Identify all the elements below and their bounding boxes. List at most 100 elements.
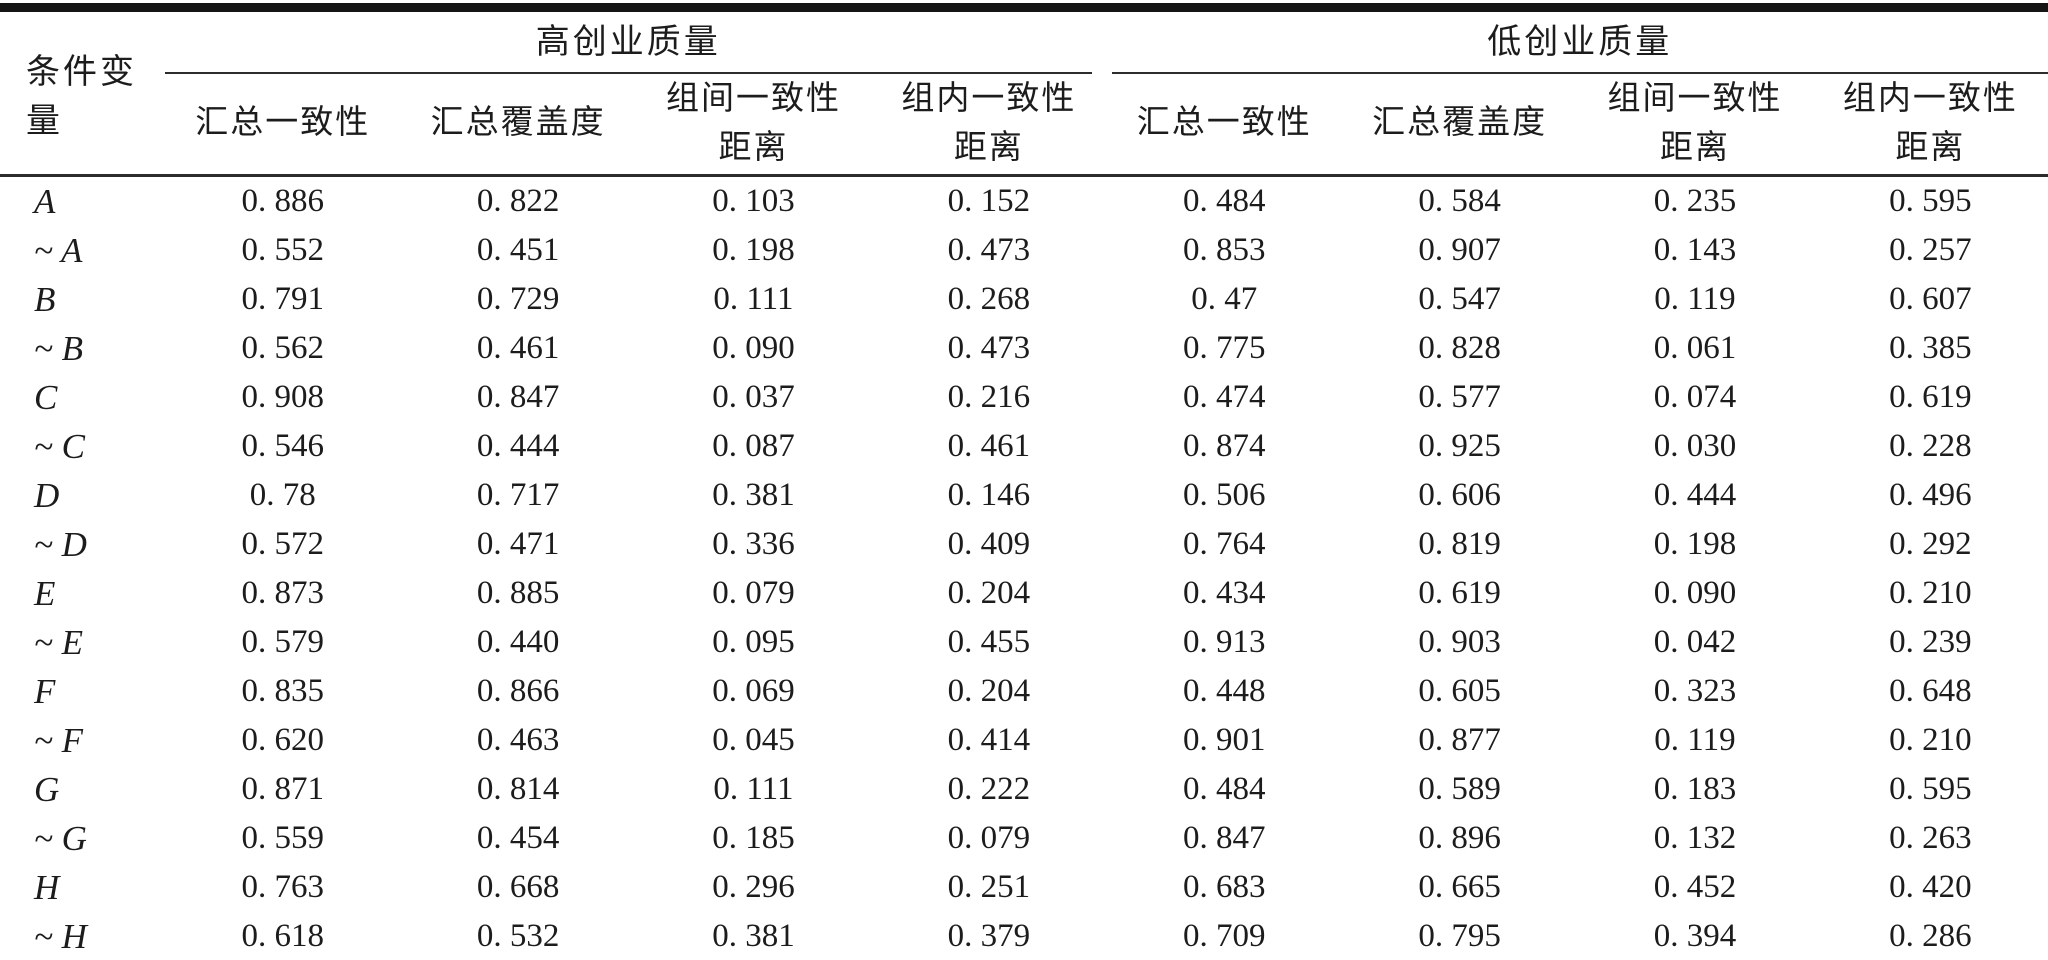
subheader-low-within-distance: 组内一致性 距离 [1812, 74, 2048, 177]
value-cell: 0. 552 [241, 232, 324, 268]
value-cell: 0. 103 [712, 183, 795, 219]
value-cell: 0. 775 [1182, 330, 1266, 366]
value-cell: 0. 228 [1889, 428, 1972, 464]
row-label: E [34, 573, 56, 613]
value-cell: 0. 925 [1418, 428, 1501, 464]
value-cell: 0. 620 [241, 722, 324, 758]
row-label: ~ A [34, 230, 83, 270]
value-cell: 0. 665 [1418, 869, 1501, 905]
value-cell: 0. 061 [1653, 330, 1737, 366]
value-cell: 0. 903 [1418, 624, 1501, 660]
value-cell: 0. 847 [476, 379, 560, 415]
row-label: ~ C [34, 426, 86, 466]
value-cell: 0. 461 [947, 428, 1031, 464]
subheader-low-coverage: 汇总覆盖度 [1341, 74, 1578, 177]
corner-header-condition-variable: 条件变量 [0, 7, 165, 177]
value-cell: 0. 496 [1889, 477, 1972, 513]
value-cell: 0. 562 [241, 330, 324, 366]
value-cell: 0. 268 [947, 281, 1031, 317]
value-cell: 0. 668 [476, 869, 560, 905]
value-cell: 0. 452 [1653, 869, 1737, 905]
table-row: ~ C 0. 546 0. 444 0. 087 0. 461 0. 874 0… [0, 422, 2048, 471]
value-cell: 0. 185 [712, 820, 795, 856]
value-cell: 0. 235 [1653, 183, 1737, 219]
value-cell: 0. 263 [1889, 820, 1972, 856]
value-cell: 0. 204 [947, 673, 1031, 709]
value-cell: 0. 409 [947, 526, 1031, 562]
value-cell: 0. 444 [476, 428, 560, 464]
value-cell: 0. 119 [1654, 281, 1736, 317]
value-cell: 0. 877 [1418, 722, 1501, 758]
value-cell: 0. 183 [1653, 771, 1737, 807]
value-cell: 0. 78 [249, 477, 316, 513]
value-cell: 0. 873 [241, 575, 324, 611]
row-label: ~ F [34, 720, 84, 760]
value-cell: 0. 152 [947, 183, 1031, 219]
table-row: ~ F 0. 620 0. 463 0. 045 0. 414 0. 901 0… [0, 716, 2048, 765]
value-cell: 0. 257 [1889, 232, 1972, 268]
value-cell: 0. 871 [241, 771, 324, 807]
value-cell: 0. 079 [712, 575, 795, 611]
table-row: E 0. 873 0. 885 0. 079 0. 204 0. 434 0. … [0, 569, 2048, 618]
value-cell: 0. 606 [1418, 477, 1501, 513]
value-cell: 0. 414 [947, 722, 1031, 758]
value-cell: 0. 717 [476, 477, 560, 513]
row-label: ~ B [34, 328, 84, 368]
value-cell: 0. 47 [1191, 281, 1258, 317]
value-cell: 0. 042 [1653, 624, 1737, 660]
table-row: ~ D 0. 572 0. 471 0. 336 0. 409 0. 764 0… [0, 520, 2048, 569]
value-cell: 0. 648 [1889, 673, 1972, 709]
row-label: ~ D [34, 524, 87, 564]
value-cell: 0. 473 [947, 330, 1031, 366]
value-cell: 0. 455 [947, 624, 1031, 660]
row-label: H [34, 867, 60, 907]
value-cell: 0. 874 [1182, 428, 1266, 464]
table-row: ~ H 0. 618 0. 532 0. 381 0. 379 0. 709 0… [0, 912, 2048, 960]
value-cell: 0. 454 [476, 820, 560, 856]
value-cell: 0. 908 [241, 379, 324, 415]
value-cell: 0. 683 [1182, 869, 1266, 905]
value-cell: 0. 210 [1889, 722, 1972, 758]
table-header: 条件变量 高创业质量 低创业质量 汇总一致性 汇总覆盖度 组间一致 [0, 7, 2048, 177]
value-cell: 0. 090 [1653, 575, 1737, 611]
table-row: ~ G 0. 559 0. 454 0. 185 0. 079 0. 847 0… [0, 814, 2048, 863]
value-cell: 0. 336 [712, 526, 795, 562]
value-cell: 0. 292 [1889, 526, 1972, 562]
value-cell: 0. 619 [1418, 575, 1501, 611]
value-cell: 0. 791 [241, 281, 324, 317]
value-cell: 0. 381 [712, 477, 795, 513]
value-cell: 0. 440 [476, 624, 560, 660]
value-cell: 0. 605 [1418, 673, 1501, 709]
value-cell: 0. 448 [1182, 673, 1266, 709]
value-cell: 0. 584 [1418, 183, 1501, 219]
value-cell: 0. 484 [1182, 183, 1266, 219]
table-row: B 0. 791 0. 729 0. 111 0. 268 0. 47 0. 5… [0, 275, 2048, 324]
value-cell: 0. 819 [1418, 526, 1501, 562]
value-cell: 0. 420 [1889, 869, 1972, 905]
value-cell: 0. 471 [476, 526, 560, 562]
value-cell: 0. 463 [476, 722, 560, 758]
value-cell: 0. 907 [1418, 232, 1501, 268]
value-cell: 0. 474 [1182, 379, 1266, 415]
row-label: D [34, 475, 60, 515]
group-header-high-quality-label: 高创业质量 [165, 12, 1092, 74]
value-cell: 0. 795 [1418, 918, 1501, 954]
table-row: ~ B 0. 562 0. 461 0. 090 0. 473 0. 775 0… [0, 324, 2048, 373]
value-cell: 0. 087 [712, 428, 795, 464]
value-cell: 0. 814 [476, 771, 560, 807]
row-label: ~ H [34, 916, 87, 956]
subheader-high-within-distance: 组内一致性 距离 [871, 74, 1107, 177]
value-cell: 0. 577 [1418, 379, 1501, 415]
subheader-high-coverage: 汇总覆盖度 [400, 74, 636, 177]
row-label: ~ E [34, 622, 84, 662]
value-cell: 0. 589 [1418, 771, 1501, 807]
value-cell: 0. 546 [241, 428, 324, 464]
value-cell: 0. 901 [1182, 722, 1266, 758]
value-cell: 0. 896 [1418, 820, 1501, 856]
value-cell: 0. 764 [1182, 526, 1266, 562]
value-cell: 0. 618 [241, 918, 324, 954]
value-cell: 0. 709 [1182, 918, 1266, 954]
value-cell: 0. 381 [712, 918, 795, 954]
subheader-high-consistency: 汇总一致性 [165, 74, 401, 177]
table-row: D 0. 78 0. 717 0. 381 0. 146 0. 506 0. 6… [0, 471, 2048, 520]
